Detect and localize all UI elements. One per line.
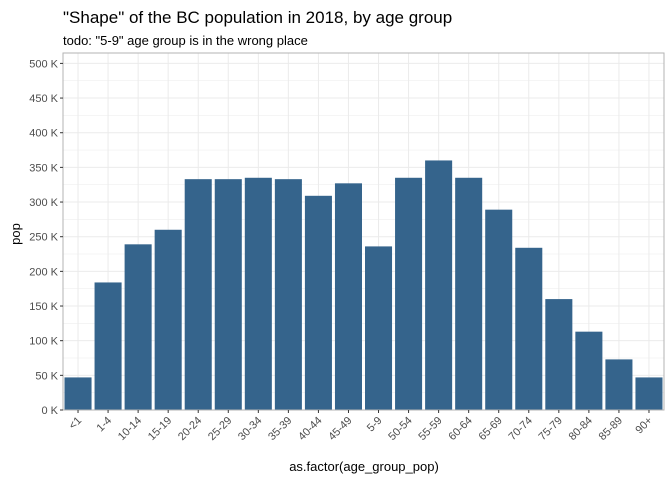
bar-55-59 bbox=[425, 160, 453, 410]
bar-10-14 bbox=[124, 244, 152, 410]
bar-50-54 bbox=[395, 177, 423, 410]
x-tick-label: 5-9 bbox=[365, 415, 385, 435]
bar-90+ bbox=[635, 377, 663, 410]
y-tick-label: 500 K bbox=[29, 58, 58, 70]
bar-70-74 bbox=[515, 247, 543, 410]
bar-<1 bbox=[64, 377, 92, 410]
chart-title: "Shape" of the BC population in 2018, by… bbox=[63, 8, 452, 27]
y-tick-label: 300 K bbox=[29, 197, 58, 209]
y-axis-title: pop bbox=[8, 223, 23, 245]
x-tick-label: 30-34 bbox=[236, 415, 264, 443]
x-tick-label: 25-29 bbox=[206, 415, 234, 443]
y-axis: 0 K 50 K 100 K 150 K 200 K 250 K 300 K 350 K 400… bbox=[29, 58, 63, 417]
x-tick-label: 85-89 bbox=[597, 415, 625, 443]
x-tick-label: 40-44 bbox=[296, 415, 324, 443]
x-tick-label: 1-4 bbox=[94, 415, 114, 435]
x-tick-label: 20-24 bbox=[176, 415, 204, 443]
bar-60-64 bbox=[455, 177, 483, 410]
x-tick-label: 60-64 bbox=[446, 415, 474, 443]
chart-subtitle: todo: "5-9" age group is in the wrong pl… bbox=[63, 33, 308, 48]
x-tick-label: 80-84 bbox=[567, 415, 595, 443]
x-tick-label: <1 bbox=[67, 415, 84, 432]
bar-85-89 bbox=[605, 359, 633, 410]
x-tick-label: 50-54 bbox=[386, 415, 414, 443]
bar-30-34 bbox=[244, 177, 272, 410]
x-tick-label: 55-59 bbox=[416, 415, 444, 443]
x-tick-label: 35-39 bbox=[266, 415, 294, 443]
plot-panel-border bbox=[62, 52, 665, 411]
y-tick-label: 100 K bbox=[29, 336, 58, 348]
bar-5-9 bbox=[365, 246, 393, 410]
x-tick-label: 75-79 bbox=[537, 415, 565, 443]
bar-15-19 bbox=[154, 229, 182, 410]
bar-80-84 bbox=[575, 331, 603, 410]
y-tick-label: 150 K bbox=[29, 301, 58, 313]
x-axis-title: as.factor(age_group_pop) bbox=[289, 459, 439, 474]
major-gridlines bbox=[63, 53, 664, 411]
bar-1-4 bbox=[94, 282, 122, 410]
y-tick-label: 350 K bbox=[29, 162, 58, 174]
x-tick-label: 10-14 bbox=[116, 415, 144, 443]
y-tick-label: 400 K bbox=[29, 128, 58, 140]
x-tick-label: 90+ bbox=[633, 415, 655, 437]
bar-65-69 bbox=[485, 209, 513, 410]
y-tick-label: 0 K bbox=[41, 405, 58, 417]
bar-35-39 bbox=[274, 179, 302, 410]
bars bbox=[64, 160, 663, 410]
y-tick-label: 50 K bbox=[35, 370, 58, 382]
x-axis: <1 1-4 10-14 15-19 20-24 25-29 30-34 35-39 40-44… bbox=[67, 410, 655, 443]
bar-75-79 bbox=[545, 299, 573, 410]
bar-20-24 bbox=[184, 179, 212, 410]
y-tick-label: 250 K bbox=[29, 232, 58, 244]
y-tick-label: 200 K bbox=[29, 266, 58, 278]
x-tick-label: 70-74 bbox=[507, 415, 535, 443]
x-tick-label: 15-19 bbox=[146, 415, 174, 443]
bar-40-44 bbox=[304, 195, 332, 410]
x-tick-label: 45-49 bbox=[326, 415, 354, 443]
bar-25-29 bbox=[214, 179, 242, 410]
y-tick-label: 450 K bbox=[29, 93, 58, 105]
bar-45-49 bbox=[334, 183, 362, 410]
x-tick-label: 65-69 bbox=[476, 415, 504, 443]
